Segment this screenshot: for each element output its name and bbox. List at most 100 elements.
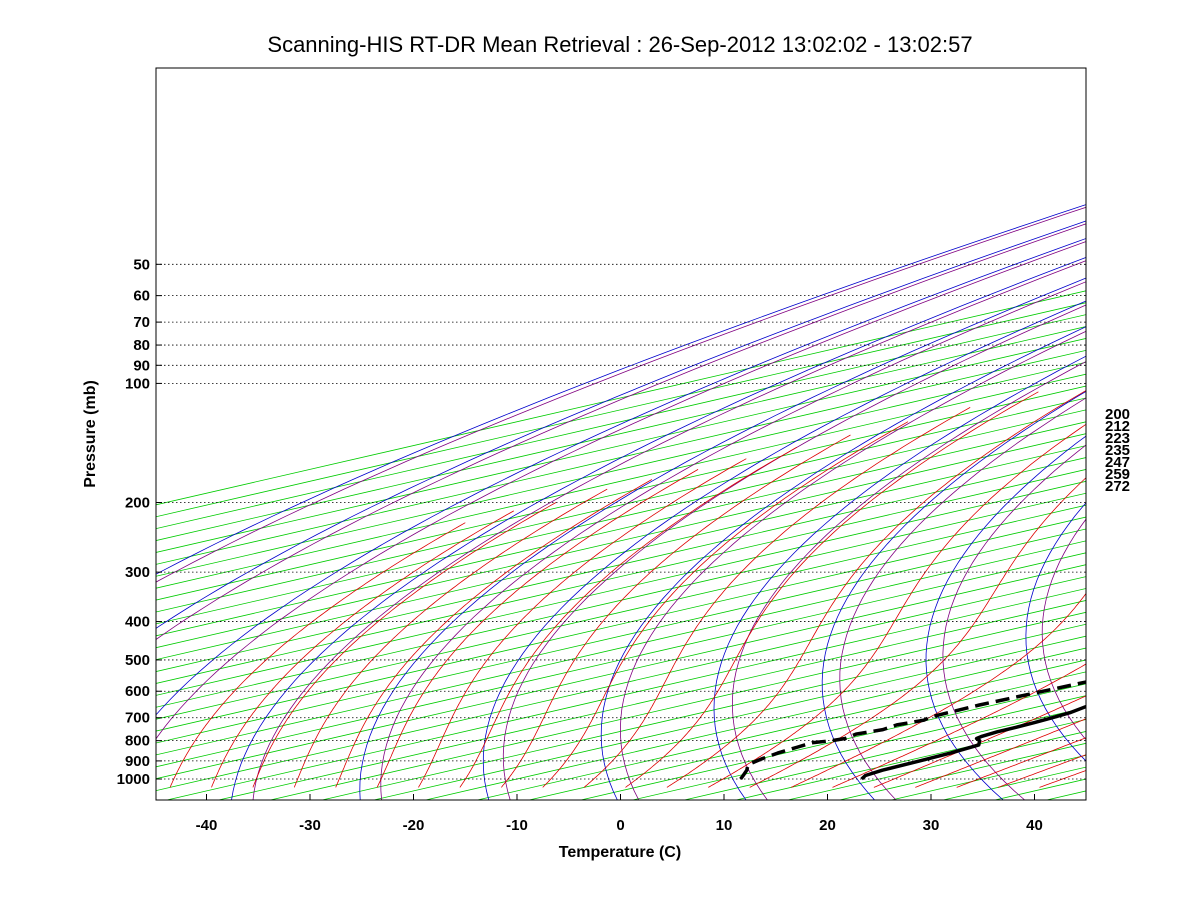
dewpoint-profile-line (739, 680, 1086, 781)
isotherm-line (156, 552, 1086, 768)
moist-adiabat-line (500, 434, 851, 788)
isotherm-line (322, 623, 1086, 800)
moist-adiabat-line (956, 737, 1086, 788)
moist-adiabat-line (335, 479, 653, 788)
moist-adiabat-line (666, 390, 1086, 788)
x-tick-label: -40 (196, 817, 218, 834)
moist-adiabat-line (625, 391, 1039, 788)
dry-adiabat-line (231, 257, 1086, 800)
moist-adiabat-line (459, 446, 798, 788)
purple-adiabat-line (619, 330, 1086, 800)
x-tick-label: 0 (616, 817, 624, 834)
x-tick-label: -30 (299, 817, 321, 834)
x-axis-label: Temperature (C) (559, 844, 681, 861)
purple-adiabat-line (156, 223, 1086, 641)
moist-adiabat-line (376, 469, 699, 788)
y-tick-label: 60 (133, 288, 150, 305)
dry-adiabat-line (925, 435, 1086, 800)
purple-adiabat-line (732, 361, 1086, 800)
moist-adiabat-lines (169, 390, 1086, 788)
isotherm-line (156, 290, 1086, 506)
isotherm-lines (156, 290, 1086, 800)
mixing-ratio-label: 272 (1105, 478, 1130, 495)
mixing-ratio-label: 212 (1105, 418, 1130, 435)
mixing-ratio-label: 235 (1105, 442, 1130, 459)
dry-adiabat-line (156, 238, 1086, 716)
temperature-profile-line (860, 704, 1086, 781)
moist-adiabat-line (708, 423, 1086, 788)
dry-adiabat-line (821, 390, 1086, 800)
moist-adiabat-line (915, 718, 1086, 788)
y-tick-label: 70 (133, 314, 150, 331)
isotherm-line (156, 397, 1086, 613)
thermodynamic-background (156, 204, 1086, 800)
dry-adiabat-line (359, 277, 1086, 800)
isotherm-line (156, 433, 1086, 649)
mixing-ratio-label: 259 (1105, 466, 1130, 483)
x-tick-label: 30 (923, 817, 940, 834)
y-tick-label: 500 (125, 652, 150, 669)
isotherm-line (156, 540, 1086, 756)
isotherm-line (156, 314, 1086, 530)
isotherm-line (156, 385, 1086, 601)
profile-series (739, 680, 1086, 781)
isotherm-line (156, 504, 1086, 720)
dry-adiabat-line (156, 204, 1086, 575)
mixing-ratio-label: 200 (1105, 406, 1130, 423)
purple-adiabat-line (380, 281, 1086, 800)
isotherm-line (529, 671, 1086, 800)
purple-adiabat-line (502, 304, 1086, 800)
isotherm-line (373, 635, 1086, 800)
y-tick-label: 200 (125, 494, 150, 511)
isotherm-line (156, 576, 1086, 792)
isotherm-line (156, 361, 1086, 577)
moist-adiabat-line (542, 421, 909, 788)
y-tick-label: 300 (125, 564, 150, 581)
dry-adiabat-line (1025, 502, 1086, 762)
isotherm-line (156, 564, 1086, 780)
isotherm-line (218, 600, 1086, 800)
isotherm-line (156, 302, 1086, 518)
y-tick-label: 50 (133, 256, 150, 273)
purple-adiabat-line (252, 260, 1086, 800)
isotherm-line (270, 611, 1086, 800)
purple-adiabat-line (1041, 518, 1086, 741)
chart-title: Scanning-HIS RT-DR Mean Retrieval : 26-S… (267, 32, 972, 57)
x-tick-label: -20 (403, 817, 425, 834)
y-tick-label: 1000 (117, 771, 150, 788)
x-tick-label: 40 (1026, 817, 1043, 834)
x-tick-label: -10 (506, 817, 528, 834)
isotherm-line (477, 659, 1086, 800)
y-tick-label: 800 (125, 733, 150, 750)
y-tick-label: 100 (125, 375, 150, 392)
dry-adiabat-line (600, 326, 1086, 800)
x-tick-label: 20 (819, 817, 836, 834)
isotherm-line (156, 349, 1086, 565)
isotherm-line (156, 326, 1086, 541)
moist-adiabat-line (252, 502, 557, 788)
purple-adiabat-line (156, 241, 1086, 740)
moist-adiabat-line (169, 522, 466, 788)
moist-adiabat-line (873, 695, 1086, 788)
y-tick-label: 900 (125, 753, 150, 770)
moist-adiabat-line (790, 592, 1086, 788)
x-axis-ticks: -40 -30 -20 -10 0 10 20 30 40 (196, 794, 1043, 834)
isotherm-line (156, 373, 1086, 589)
isotherm-line (156, 338, 1086, 553)
y-axis-label: Pressure (mb) (82, 380, 99, 488)
moist-adiabat-line (749, 477, 1086, 788)
y-tick-label: 600 (125, 683, 150, 700)
moist-adiabat-line (211, 510, 514, 788)
y-tick-label: 80 (133, 337, 150, 354)
moist-adiabat-line (997, 754, 1086, 788)
dry-adiabat-line (482, 300, 1086, 800)
dry-adiabat-line (713, 355, 1086, 800)
moist-adiabat-line (583, 407, 971, 788)
purple-adiabat-line (839, 397, 1086, 800)
isotherm-line (156, 469, 1086, 684)
isotherm-line (156, 421, 1086, 637)
isotherm-line (156, 516, 1086, 732)
